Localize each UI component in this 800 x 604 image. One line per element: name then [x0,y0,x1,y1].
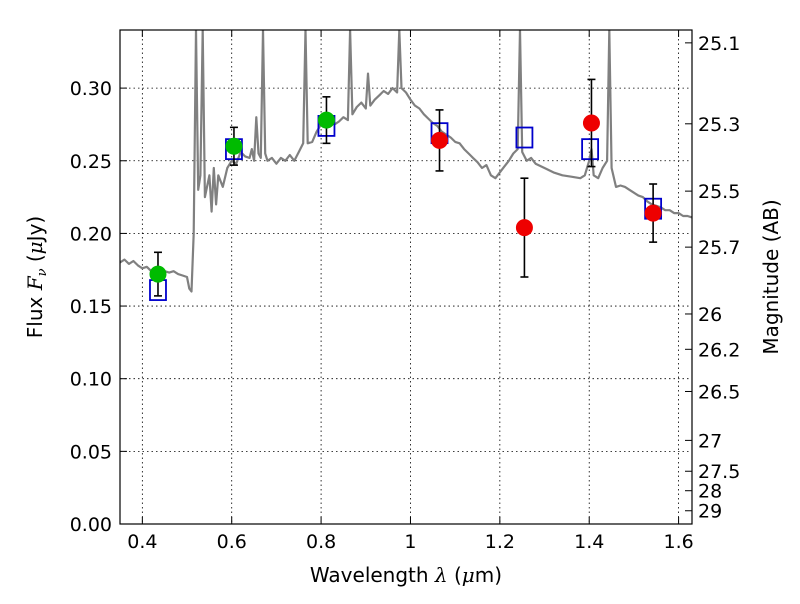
y-tick-label: 0.10 [70,369,112,391]
plot-frame [119,29,693,525]
mag-tick-label: 26 [698,304,722,326]
mag-tick-label: 26.2 [698,339,740,361]
y-tick-label: 0.20 [70,223,112,245]
mag-tick-label: 27.5 [698,461,740,483]
x-tick-label: 0.6 [217,531,247,553]
mag-tick-label: 25.7 [698,237,740,259]
mag-tick-label: 25.5 [698,181,740,203]
observed-point [225,137,243,155]
x-tick-label: 1.6 [663,531,693,553]
data-markers [149,78,663,301]
mag-tick-label: 25.1 [698,33,740,55]
model-square-marker [581,138,600,161]
mag-tick-label: 25.3 [698,114,740,136]
x-tick-label: 1.2 [485,531,515,553]
x-tick-label: 1.4 [574,531,604,553]
y-axis-label: Flux Fν (μJy) [23,216,50,338]
observed-point [582,114,600,132]
observed-point [644,204,662,222]
mag-tick-label: 28 [698,481,722,503]
y-tick-label: 0.30 [70,78,112,100]
observed-point [149,265,167,283]
x-tick-label: 1 [404,531,416,553]
y-tick-label: 0.05 [70,441,112,463]
magnitude-axis-label: Magnitude (AB) [759,199,783,354]
x-tick-label: 0.8 [306,531,336,553]
x-axis-label: Wavelength λ (μm) [310,563,502,587]
observed-point [515,219,533,237]
y-tick-label: 0.00 [70,514,112,536]
x-tick-label: 0.4 [127,531,157,553]
mag-tick-label: 26.5 [698,381,740,403]
y-tick-label: 0.15 [70,296,112,318]
axis-ticks: 0.4 0.6 0.8 1 1.2 1.4 1.6 0.00 0.05 0.10 0.15 0.20 0… [70,30,740,553]
observed-point [431,131,449,149]
mag-tick-label: 29 [698,501,722,523]
observed-point [317,111,335,129]
spectrum-line [120,30,692,293]
model-square-marker [515,126,534,149]
model-spectrum [120,30,692,293]
y-tick-label: 0.25 [70,151,112,173]
mag-tick-label: 27 [698,430,722,452]
